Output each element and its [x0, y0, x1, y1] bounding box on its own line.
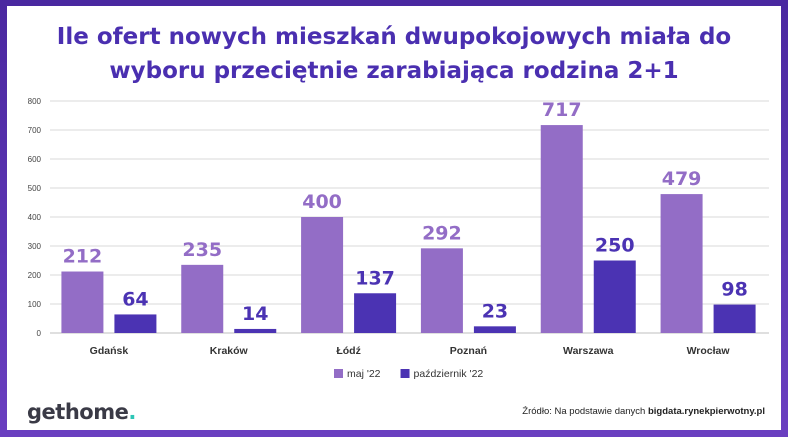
category-label: Wrocław: [687, 345, 731, 357]
data-label: 14: [242, 303, 268, 325]
legend-swatch: [400, 369, 410, 378]
bar: [301, 217, 344, 333]
data-label: 64: [122, 288, 148, 310]
y-tick-label: 300: [28, 242, 42, 251]
bar: [234, 328, 277, 333]
gethome-logo: gethome.: [27, 400, 136, 424]
bar: [660, 194, 703, 333]
data-label: 23: [482, 300, 508, 322]
title-line-2: wyboru przeciętnie zarabiająca rodzina 2…: [109, 58, 679, 84]
bar: [540, 125, 583, 333]
source-link: bigdata.rynekpierwotny.pl: [647, 406, 765, 417]
bar: [61, 271, 104, 333]
chart-title: Ile ofert nowych mieszkań dwupokojowych …: [7, 20, 781, 88]
category-label: Kraków: [210, 345, 249, 357]
bar: [420, 248, 463, 333]
data-label: 479: [662, 168, 702, 190]
y-tick-label: 400: [28, 213, 42, 222]
data-label: 235: [182, 239, 222, 261]
bar: [473, 326, 516, 333]
y-tick-label: 500: [28, 184, 42, 193]
bar: [181, 264, 224, 333]
category-label: Warszawa: [563, 345, 614, 357]
source-prefix: Źródło: Na podstawie danych: [522, 406, 648, 417]
data-label: 137: [355, 267, 395, 289]
y-tick-label: 0: [37, 329, 42, 338]
data-label: 400: [302, 191, 342, 213]
y-tick-label: 200: [28, 271, 42, 280]
data-label: 250: [595, 235, 635, 257]
y-tick-label: 600: [28, 155, 42, 164]
chart-card: Ile ofert nowych mieszkań dwupokojowych …: [7, 6, 781, 430]
legend-label: maj '22: [347, 368, 381, 380]
category-label: Łódź: [336, 345, 361, 357]
source-note: Źródło: Na podstawie danych bigdata.ryne…: [522, 406, 765, 417]
title-line-1: Ile ofert nowych mieszkań dwupokojowych …: [56, 24, 732, 50]
bar-chart: 0 100 200 300 400 500 600 700 800 212 64 Gdańsk 235 1…: [28, 97, 769, 380]
y-tick-label: 700: [28, 126, 42, 135]
data-label: 292: [422, 222, 462, 244]
bar: [593, 260, 636, 333]
y-tick-label: 800: [28, 97, 42, 106]
data-label: 212: [63, 246, 103, 268]
bar: [114, 314, 157, 333]
data-label: 717: [542, 99, 582, 121]
category-label: Gdańsk: [90, 345, 129, 357]
y-tick-label: 100: [28, 300, 42, 309]
bar: [354, 293, 397, 333]
bar: [713, 304, 756, 333]
legend-swatch: [334, 369, 343, 378]
legend-label: październik '22: [414, 368, 484, 380]
data-label: 98: [721, 279, 747, 301]
category-label: Poznań: [450, 345, 487, 357]
